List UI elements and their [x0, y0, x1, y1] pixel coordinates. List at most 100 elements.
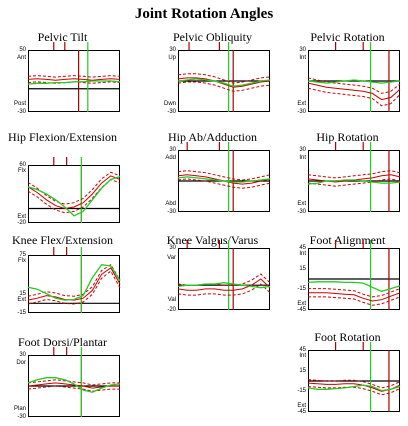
normal_band-series [177, 170, 271, 181]
normal_band-series [177, 273, 271, 286]
foot-rotation-tick-label: Ext [297, 402, 306, 409]
pelvic-rotation-tick-label: -30 [297, 109, 306, 115]
foot-dorsi-plantar-title: Foot Dorsi/Plantar [18, 335, 107, 349]
foot-alignment-tick-label: Ext [297, 300, 306, 307]
pelvic-rotation-title: Pelvic Rotation [310, 30, 385, 44]
normal_band-series [307, 170, 401, 179]
foot-rotation-tick-label: -45 [297, 409, 306, 415]
foot-rotation-tick-label: 15 [299, 367, 306, 374]
pelvic-tilt-plot [27, 42, 121, 112]
pelvic-tilt-tick-label: 50 [19, 47, 26, 53]
hip-rotation-tick-label: Int [299, 155, 306, 162]
hip-rotation-tick-label: -30 [297, 209, 306, 215]
foot-dorsi-plantar-tick-label: 30 [19, 352, 26, 358]
hip-rotation-plot [307, 142, 401, 212]
pelvic-obliquity-title: Pelvic Obliquity [173, 30, 252, 44]
pelvic-obliquity-tick-label: -30 [167, 109, 176, 115]
pelvic-rotation-plot [307, 42, 401, 112]
pelvic-tilt-title: Pelvic Tilt [37, 30, 88, 44]
knee-valgus-varus-tick-label: 30 [169, 245, 176, 251]
knee-valgus-varus-tick-label: Var [167, 254, 176, 261]
patient-series [27, 377, 121, 393]
hip-flex-ext-plot [27, 157, 121, 223]
normal_band-series [27, 270, 121, 305]
normal_band-series [307, 178, 401, 187]
pelvic-obliquity-tick-label: 30 [169, 47, 176, 53]
knee-flex-ext-tick-label: 75 [19, 252, 26, 258]
chart-title: Joint Rotation Angles [134, 6, 274, 22]
hip-ab-add-tick-label: Add [165, 155, 176, 162]
pelvic-rotation-tick-label: Ext [297, 100, 306, 107]
patient-series [27, 80, 121, 85]
pelvic-tilt-tick-label: -30 [17, 109, 26, 115]
normal_band-series [307, 379, 401, 389]
normal_mean-series [307, 82, 401, 101]
pelvic-tilt-tick-label: Ant [16, 54, 26, 61]
hip-flex-ext-tick-label: Ext [17, 214, 26, 221]
normal_band-series [307, 386, 401, 396]
patient-series [177, 78, 271, 87]
foot-dorsi-plantar-tick-label: Dor [16, 360, 26, 367]
normal_mean-series [177, 174, 271, 185]
hip-flex-ext-tick-label: -20 [17, 220, 26, 226]
normal_band-series [27, 75, 121, 78]
normal_band-series [177, 81, 271, 92]
pelvic-rotation-tick-label: Int [299, 55, 306, 62]
knee-flex-ext-tick-label: 15 [19, 290, 26, 297]
normal_band-series [177, 178, 271, 189]
hip-ab-add-title: Hip Ab/Adduction [168, 130, 257, 144]
patient-series [307, 281, 401, 293]
knee-flex-ext-plot [27, 247, 121, 313]
foot-rotation-tick-label: Int [299, 353, 306, 360]
foot-alignment-tick-label: Int [299, 251, 306, 258]
patient-series [27, 175, 121, 217]
patient-series [307, 179, 401, 185]
plot-frame [28, 50, 120, 112]
normal_mean-series [177, 278, 271, 291]
pelvic-obliquity-plot [177, 42, 271, 112]
normal_band-series [308, 288, 401, 298]
pelvic-obliquity-tick-label: Dwn [163, 100, 176, 107]
foot-rotation-title: Foot Rotation [314, 330, 381, 344]
normal_band-series [27, 385, 120, 392]
normal_band-series [177, 73, 271, 84]
normal_mean-series [27, 78, 121, 81]
normal_band-series [27, 178, 121, 214]
pelvic-rotation-tick-label: 30 [299, 47, 306, 53]
knee-valgus-varus-plot [177, 240, 271, 310]
hip-ab-add-tick-label: -30 [167, 209, 176, 215]
knee-flex-ext-title: Knee Flex/Extension [12, 233, 113, 247]
foot-alignment-tick-label: 45 [299, 245, 306, 251]
hip-flex-ext-tick-label: 60 [19, 162, 26, 168]
foot-rotation-tick-label: 45 [299, 347, 306, 353]
hip-rotation-title: Hip Rotation [316, 130, 379, 144]
foot-alignment-tick-label: 15 [299, 265, 306, 272]
foot-dorsi-plantar-tick-label: Plan [13, 405, 26, 412]
normal_mean-series [308, 292, 401, 302]
normal_band-series [177, 283, 271, 296]
plot-frame [178, 248, 270, 310]
normal_band-series [27, 171, 121, 205]
foot-alignment-plot [307, 240, 401, 310]
normal_mean-series [27, 175, 121, 210]
normal_mean-series [177, 77, 271, 88]
knee-flex-ext-tick-label: Ext [17, 297, 26, 304]
foot-rotation-tick-label: -15 [297, 388, 306, 395]
foot-rotation-plot [307, 342, 401, 412]
knee-flex-ext-tick-label: Flx [18, 257, 26, 264]
hip-ab-add-tick-label: 30 [169, 147, 176, 153]
patient-series [27, 264, 121, 301]
foot-alignment-tick-label: -15 [297, 286, 306, 293]
knee-flex-ext-tick-label: -15 [17, 310, 26, 316]
knee-valgus-varus-title: Knee Valgus/Varus [166, 233, 259, 247]
knee-valgus-varus-tick-label: -20 [167, 307, 176, 313]
pelvic-obliquity-tick-label: Up [168, 55, 176, 62]
patient-series [307, 79, 401, 84]
foot-alignment-title: Foot Alignment [309, 233, 386, 247]
hip-flex-ext-tick-label: Flx [18, 167, 26, 174]
foot-dorsi-plantar-plot [27, 347, 121, 417]
pelvic-tilt-tick-label: Post [13, 101, 26, 108]
hip-ab-add-plot [177, 142, 271, 212]
hip-rotation-tick-label: 30 [299, 147, 306, 153]
normal_band-series [27, 379, 120, 386]
